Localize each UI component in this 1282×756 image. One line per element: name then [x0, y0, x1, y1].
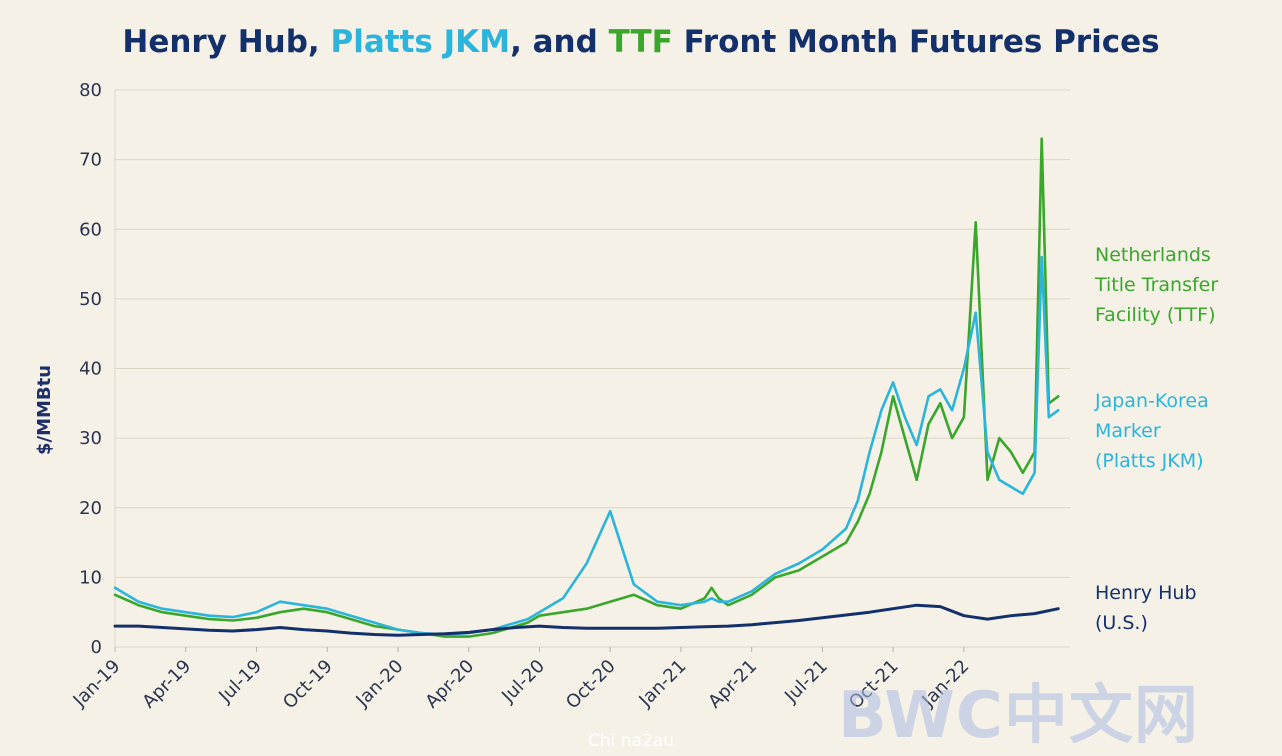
y-tick-label: 40 — [79, 359, 102, 380]
x-tick-label: Jan-21 — [634, 656, 690, 712]
x-tick-label: Jul-21 — [780, 656, 832, 708]
y-axis-label: $/MMBtu — [34, 365, 55, 455]
series-label-henry-hub: Henry Hub (U.S.) — [1095, 578, 1197, 638]
watermark: BWC中文网 — [838, 679, 1199, 753]
series-label-ttf-line: Title Transfer — [1095, 274, 1219, 296]
y-tick-label: 20 — [79, 498, 102, 519]
title-part-jkm: Platts JKM — [330, 24, 511, 60]
title-part-ttf: TTF — [608, 24, 673, 60]
title-part-henry-hub: Henry Hub, — [122, 24, 331, 60]
series-lines — [113, 137, 1060, 638]
series-label-jkm: Japan-Korea Marker (Platts JKM) — [1095, 386, 1209, 476]
chart-title: Henry Hub, Platts JKM, and TTF Front Mon… — [0, 24, 1282, 60]
x-tick-label: Apr-19 — [138, 656, 195, 713]
title-part-and: , and — [510, 24, 609, 60]
series-label-jkm-line: Japan-Korea — [1095, 390, 1209, 412]
series-label-jkm-line: Marker — [1095, 420, 1161, 442]
series-label-ttf: Netherlands Title Transfer Facility (TTF… — [1095, 240, 1218, 330]
series-line-jkm — [113, 255, 1060, 636]
x-tick-label: Jul-20 — [497, 656, 549, 708]
series-label-ttf-line: Netherlands — [1095, 244, 1211, 266]
series-label-ttf-line: Facility (TTF) — [1095, 304, 1216, 326]
series-label-henry-hub-line: (U.S.) — [1095, 612, 1148, 634]
y-tick-label: 80 — [79, 80, 102, 101]
series-label-henry-hub-line: Henry Hub — [1095, 582, 1197, 604]
series-line-ttf — [113, 137, 1060, 638]
image-credit: Chi na2au — [588, 731, 674, 751]
x-tick-label: Apr-20 — [421, 656, 478, 713]
y-tick-label: 0 — [91, 637, 102, 658]
x-tick-label: Jul-19 — [214, 656, 266, 708]
title-part-rest: Front Month Futures Prices — [672, 24, 1160, 60]
x-tick-label: Jan-19 — [69, 656, 125, 712]
y-tick-label: 70 — [79, 150, 102, 171]
series-label-jkm-line: (Platts JKM) — [1095, 450, 1204, 472]
x-tick-label: Oct-20 — [562, 656, 620, 714]
series-line-henry-hub — [113, 603, 1060, 637]
y-tick-label: 60 — [79, 219, 102, 240]
grid-lines — [114, 89, 1070, 648]
y-tick-label: 10 — [79, 567, 102, 588]
y-tick-label: 50 — [79, 289, 102, 310]
x-tick-label: Oct-19 — [279, 656, 337, 714]
x-tick-label: Apr-21 — [704, 656, 761, 713]
x-tick-label: Jan-20 — [352, 656, 408, 712]
y-tick-label: 30 — [79, 428, 102, 449]
